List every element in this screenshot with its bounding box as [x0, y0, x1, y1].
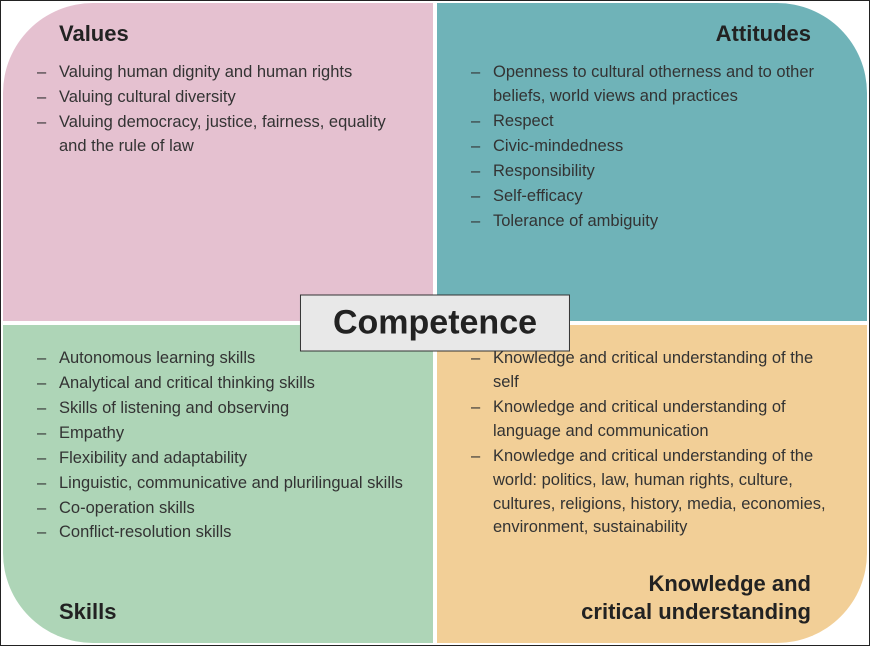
list-item: Knowledge and critical understanding of …	[465, 445, 839, 541]
list-item: Empathy	[31, 422, 405, 446]
list-item: Responsibility	[465, 160, 839, 184]
quadrant-knowledge: Knowledge and critical understanding of …	[437, 325, 867, 643]
values-list: Valuing human dignity and human rightsVa…	[31, 61, 405, 159]
center-label: Competence	[300, 295, 570, 352]
quadrant-title-values: Values	[31, 21, 405, 47]
competence-diagram: Values Valuing human dignity and human r…	[0, 0, 870, 646]
quadrant-values: Values Valuing human dignity and human r…	[3, 3, 433, 321]
quadrant-title-attitudes: Attitudes	[465, 21, 839, 47]
list-item: Conflict-resolution skills	[31, 521, 405, 545]
list-item: Valuing human dignity and human rights	[31, 61, 405, 85]
list-item: Civic-mindedness	[465, 135, 839, 159]
list-item: Valuing democracy, justice, fairness, eq…	[31, 111, 405, 159]
attitudes-list: Openness to cultural otherness and to ot…	[465, 61, 839, 233]
list-item: Knowledge and critical understanding of …	[465, 347, 839, 395]
quadrant-skills: Autonomous learning skillsAnalytical and…	[3, 325, 433, 643]
list-item: Respect	[465, 110, 839, 134]
list-item: Skills of listening and observing	[31, 397, 405, 421]
list-item: Analytical and critical thinking skills	[31, 372, 405, 396]
list-item: Flexibility and adaptability	[31, 447, 405, 471]
list-item: Openness to cultural otherness and to ot…	[465, 61, 839, 109]
knowledge-list: Knowledge and critical understanding of …	[465, 347, 839, 540]
list-item: Self-efficacy	[465, 185, 839, 209]
list-item: Knowledge and critical understanding of …	[465, 396, 839, 444]
list-item: Linguistic, communicative and plurilingu…	[31, 472, 405, 496]
quadrant-attitudes: Attitudes Openness to cultural otherness…	[437, 3, 867, 321]
quadrant-title-knowledge: Knowledge andcritical understanding	[581, 570, 839, 625]
skills-list: Autonomous learning skillsAnalytical and…	[31, 347, 405, 545]
list-item: Valuing cultural diversity	[31, 86, 405, 110]
list-item: Co-operation skills	[31, 497, 405, 521]
list-item: Tolerance of ambiguity	[465, 210, 839, 234]
quadrant-title-skills: Skills	[31, 599, 116, 625]
